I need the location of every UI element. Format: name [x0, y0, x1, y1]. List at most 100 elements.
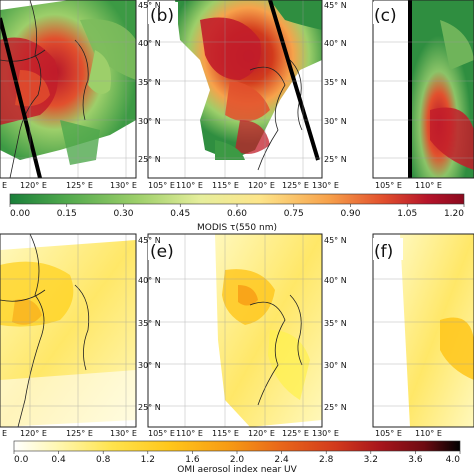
panel-f-letter: (f) [374, 242, 393, 262]
omi-tick-label: 2.4 [274, 455, 289, 465]
lon-label: 130° E [110, 429, 137, 438]
omi-tick-label: 0.0 [14, 455, 29, 465]
panel-e-letter: (e) [150, 242, 174, 262]
coastline [249, 66, 286, 171]
lon-label: 110° E [176, 181, 203, 190]
bottom-lon-labels-a: E 120° E 125° E 130° E [2, 429, 137, 438]
modis-tick-label: 0.75 [284, 209, 304, 219]
lon-label: 125° E [282, 429, 309, 438]
lon-label: 130° E [110, 181, 137, 190]
lon-label: E [2, 181, 7, 190]
lon-label: 120° E [248, 181, 275, 190]
lat-label: 25° N [324, 403, 347, 412]
omi-tick-label: 0.4 [51, 455, 66, 465]
korea-coast [74, 39, 89, 121]
panel-e-map [148, 234, 322, 427]
panel-e-grid [148, 234, 322, 427]
panel-d-grid [0, 234, 136, 427]
lat-label: 30° N [138, 361, 161, 370]
lat-label: 45° N [138, 236, 161, 245]
lon-label: 115° E [212, 181, 239, 190]
top-lat-labels-a: 45° N 40° N 35° N 30° N 25° N [138, 1, 161, 164]
modis-tick-label: 1.05 [397, 209, 417, 219]
lon-label: 130° E [312, 429, 339, 438]
omi-tick-label: 1.6 [185, 455, 200, 465]
lon-label: 110° E [415, 181, 442, 190]
korea-coast [74, 284, 90, 371]
lat-label: 40° N [138, 276, 161, 285]
panel-a-frame [0, 0, 137, 179]
modis-colorbar-ticks: 0.00 0.15 0.30 0.45 0.60 0.75 0.90 1.05 1.20 [9, 204, 465, 219]
bottom-lon-labels-b: 105° E 110° E 115° E 120° E 125° E 130° … [148, 429, 339, 438]
border-line [0, 289, 46, 302]
lat-label: 25° N [324, 155, 347, 164]
omi-colorbar [13, 440, 461, 452]
lon-label: 110° E [176, 429, 203, 438]
panel-c-frame [372, 0, 474, 179]
lon-label: 120° E [248, 429, 275, 438]
panel-d-frame [0, 233, 137, 428]
panel-e-frame [147, 233, 323, 428]
lat-label: 40° N [324, 39, 347, 48]
bottom-lon-labels-c: 105° E 110° E [375, 429, 442, 438]
lon-label: 105° E [375, 181, 402, 190]
lon-label: 120° E [20, 429, 47, 438]
lon-label: 105° E [148, 429, 175, 438]
lon-label: 120° E [20, 181, 47, 190]
top-lon-labels-a: E 120° E 125° E 130° E [2, 181, 137, 190]
modis-colorbar-title: MODIS τ(550 nm) [197, 223, 277, 233]
modis-tick-label: 0.00 [10, 209, 30, 219]
lat-label: 25° N [138, 155, 161, 164]
lat-label: 30° N [324, 117, 347, 126]
omi-tick-label: 1.2 [141, 455, 155, 465]
lat-label: 35° N [324, 319, 347, 328]
panel-e-overlay [249, 294, 303, 406]
modis-tick-label: 0.45 [170, 209, 190, 219]
omi-tick-label: 2.8 [319, 455, 334, 465]
panel-c-letter-bg [373, 2, 403, 24]
panel-d-map [0, 234, 136, 427]
bottom-lat-labels-b: 45° N 40° N 35° N 30° N 25° N [324, 236, 347, 412]
panel-f-map [373, 234, 474, 427]
panel-f-letter-bg [373, 238, 403, 260]
lat-label: 45° N [324, 1, 347, 10]
satellite-track-b [268, 0, 320, 161]
panel-f-grid [373, 278, 474, 407]
panel-e-letter-bg [148, 238, 178, 260]
korea-coast [289, 294, 303, 366]
lat-label: 40° N [138, 39, 161, 48]
lon-label: 130° E [312, 181, 339, 190]
bottom-lat-labels-a: 45° N 40° N 35° N 30° N 25° N [138, 236, 161, 412]
lon-label: 125° E [66, 429, 93, 438]
coastline [249, 301, 286, 406]
satellite-track-a [0, 17, 42, 179]
panel-b-letter-bg [148, 2, 178, 24]
panel-b-frame [147, 0, 323, 179]
modis-tick-label: 0.15 [57, 209, 77, 219]
lon-label: E [2, 429, 7, 438]
lat-label: 45° N [324, 236, 347, 245]
lat-label: 35° N [324, 78, 347, 87]
lon-label: 125° E [282, 181, 309, 190]
modis-tick-label: 1.20 [444, 209, 464, 219]
top-lon-labels-b: 105° E 110° E 115° E 120° E 125° E 130° … [148, 181, 339, 190]
modis-colorbar [9, 193, 465, 205]
lon-label: 125° E [66, 181, 93, 190]
lat-label: 35° N [138, 319, 161, 328]
lat-label: 25° N [138, 403, 161, 412]
omi-tick-label: 0.8 [96, 455, 111, 465]
panel-a-grid [0, 0, 136, 178]
panel-c-grid [373, 41, 474, 159]
panel-f-frame [372, 233, 474, 428]
lat-label: 35° N [138, 78, 161, 87]
omi-tick-label: 2.0 [230, 455, 245, 465]
omi-colorbar-title: OMI aerosol index near UV [177, 465, 297, 474]
modis-tick-label: 0.30 [113, 209, 133, 219]
omi-colorbar-ticks: 0.0 0.4 0.8 1.2 1.6 2.0 2.4 2.8 3.2 3.6 4.0 [13, 451, 461, 465]
lon-label: 115° E [212, 429, 239, 438]
omi-tick-label: 3.2 [364, 455, 378, 465]
lat-label: 45° N [138, 1, 161, 10]
omi-tick-label: 3.6 [408, 455, 423, 465]
panel-c-map [373, 0, 474, 178]
